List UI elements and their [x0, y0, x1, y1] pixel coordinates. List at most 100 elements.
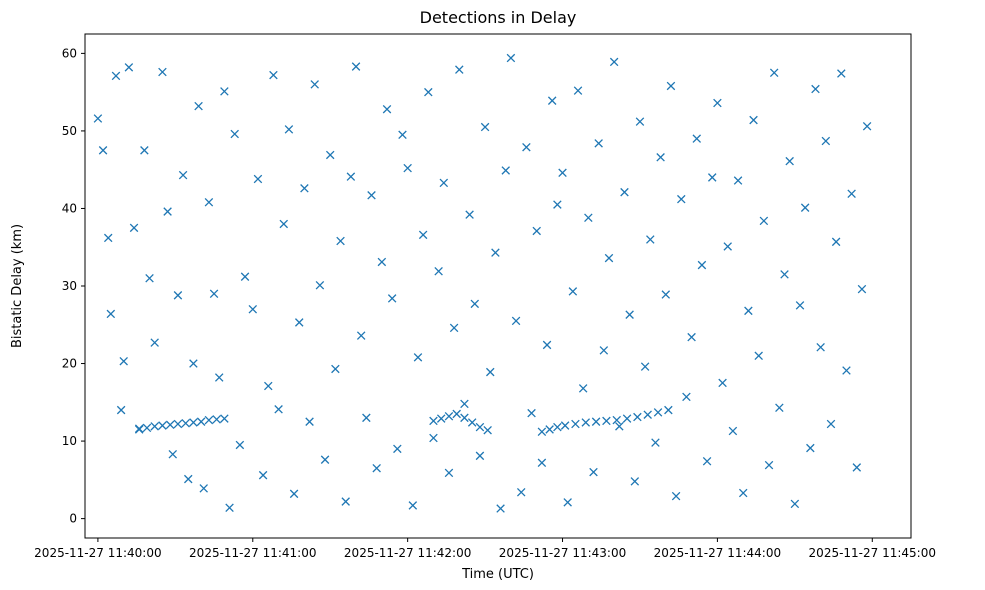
data-point	[194, 101, 203, 111]
data-point	[116, 405, 126, 415]
data-point	[516, 487, 526, 497]
data-point	[630, 477, 640, 486]
data-point	[522, 142, 531, 152]
data-point	[578, 384, 588, 393]
data-point	[615, 422, 624, 431]
data-point	[253, 174, 263, 184]
data-point	[553, 422, 562, 432]
data-point	[356, 331, 366, 340]
data-point	[98, 146, 108, 155]
data-point	[604, 253, 614, 263]
data-point	[622, 414, 632, 423]
data-point	[646, 235, 655, 244]
data-point	[653, 408, 663, 417]
data-point	[718, 378, 727, 388]
y-axis-ticks: 0 10 20 30 40 50 60	[62, 46, 85, 526]
x-axis-label: Time (UTC)	[461, 567, 534, 582]
y-tick-label: 40	[62, 201, 77, 215]
data-point	[413, 353, 423, 362]
data-point	[465, 210, 474, 219]
data-point	[387, 294, 397, 303]
data-point	[764, 460, 774, 470]
data-point	[424, 87, 433, 97]
data-point	[429, 433, 438, 443]
x-tick-label: 2025-11-27 11:43:00	[499, 546, 626, 560]
data-point	[320, 455, 330, 464]
data-point	[408, 501, 418, 510]
data-point	[173, 291, 183, 300]
data-point	[831, 237, 841, 247]
data-point	[305, 417, 314, 426]
data-point	[220, 414, 229, 423]
data-point	[640, 362, 650, 371]
data-point	[284, 125, 294, 134]
data-point	[609, 57, 619, 67]
data-point	[532, 226, 541, 236]
data-point	[635, 117, 645, 126]
data-point	[140, 146, 149, 155]
data-point	[119, 356, 128, 366]
data-point	[470, 299, 480, 309]
data-point	[795, 301, 805, 310]
data-point	[542, 340, 552, 350]
data-point	[398, 130, 407, 140]
data-point	[111, 71, 121, 81]
data-point	[434, 267, 443, 276]
data-point	[173, 419, 183, 429]
data-point	[573, 86, 583, 95]
data-point	[707, 173, 717, 182]
data-point	[594, 139, 603, 148]
data-point	[196, 417, 206, 426]
data-point	[377, 257, 387, 267]
data-point	[769, 68, 779, 78]
data-point	[553, 200, 562, 209]
data-point	[602, 416, 611, 426]
data-point	[214, 373, 224, 382]
data-point	[862, 122, 872, 131]
data-point	[738, 488, 748, 498]
x-tick-label: 2025-11-27 11:41:00	[189, 546, 316, 560]
data-point	[483, 425, 492, 435]
data-point	[382, 104, 392, 114]
data-point	[163, 207, 172, 216]
data-point	[240, 272, 250, 281]
data-point	[847, 189, 856, 198]
y-tick-label: 20	[62, 357, 77, 371]
data-point	[145, 273, 154, 283]
data-point	[106, 309, 116, 319]
data-point	[189, 359, 198, 368]
data-point	[687, 332, 696, 342]
data-point	[362, 413, 371, 423]
data-point	[591, 417, 601, 426]
data-point	[403, 163, 412, 173]
data-point	[571, 419, 580, 429]
x-tick-label: 2025-11-27 11:45:00	[809, 546, 936, 560]
data-point	[142, 423, 152, 433]
data-point	[589, 467, 598, 477]
data-point	[129, 223, 139, 233]
data-point	[264, 381, 273, 391]
data-points	[93, 53, 872, 513]
data-point	[150, 338, 159, 347]
data-point	[204, 415, 214, 425]
data-point	[599, 346, 609, 355]
data-point	[279, 219, 289, 229]
data-point	[331, 364, 340, 374]
y-tick-label: 30	[62, 279, 77, 293]
data-point	[429, 416, 438, 426]
data-point	[537, 427, 547, 437]
data-point	[181, 418, 190, 428]
data-point	[393, 444, 402, 454]
data-point	[480, 122, 490, 132]
data-point	[199, 484, 208, 493]
data-point	[372, 463, 381, 473]
data-point	[545, 425, 554, 434]
data-point	[269, 70, 278, 80]
data-point	[821, 136, 831, 146]
data-point	[728, 426, 738, 436]
data-point	[300, 184, 309, 193]
data-point	[826, 419, 836, 429]
data-point	[581, 418, 591, 427]
x-tick-label: 2025-11-27 11:44:00	[654, 546, 781, 560]
data-point	[460, 413, 469, 423]
